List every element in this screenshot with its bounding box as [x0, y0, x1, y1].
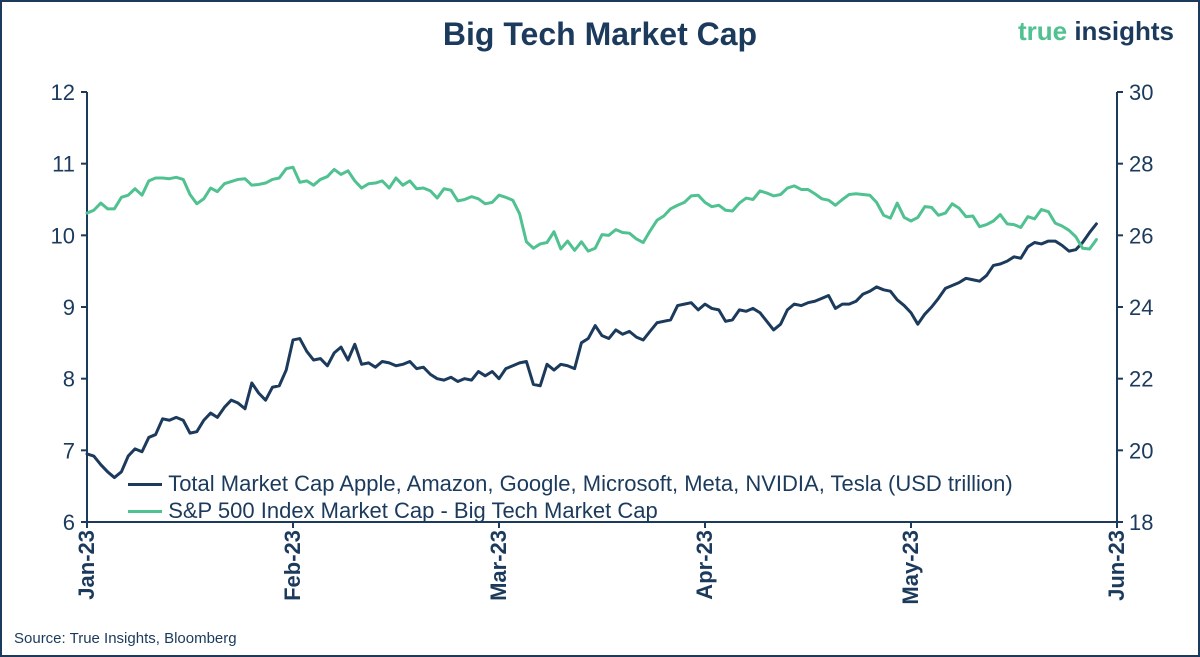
legend-swatch: [128, 510, 162, 513]
y-left-tick-label: 7: [63, 438, 75, 463]
y-right-tick-label: 22: [1129, 367, 1153, 392]
y-right-tick-label: 18: [1129, 510, 1153, 535]
y-left-tick-label: 8: [63, 367, 75, 392]
legend-row: S&P 500 Index Market Cap - Big Tech Mark…: [128, 498, 1012, 524]
y-right-tick-label: 24: [1129, 295, 1153, 320]
x-tick-label: Apr-23: [692, 530, 718, 600]
brand-logo: true insights: [1018, 16, 1174, 47]
x-tick-label: Mar-23: [486, 530, 512, 601]
brand-word-2: insights: [1067, 16, 1174, 46]
y-left-tick-label: 9: [63, 295, 75, 320]
series-line: [87, 224, 1096, 478]
x-tick-label: Jun-23: [1104, 530, 1130, 601]
chart-svg: 678910111218202224262830: [87, 92, 1117, 522]
y-right-tick-label: 26: [1129, 223, 1153, 248]
y-left-tick-label: 10: [51, 223, 75, 248]
x-tick-label: May-23: [898, 530, 924, 605]
plot-area: 678910111218202224262830 Total Market Ca…: [87, 92, 1117, 522]
legend-label: Total Market Cap Apple, Amazon, Google, …: [168, 471, 1012, 497]
y-left-tick-label: 11: [52, 152, 75, 177]
legend: Total Market Cap Apple, Amazon, Google, …: [128, 470, 1012, 525]
chart-frame: true insights Big Tech Market Cap 678910…: [0, 0, 1200, 657]
legend-row: Total Market Cap Apple, Amazon, Google, …: [128, 471, 1012, 497]
y-right-tick-label: 30: [1129, 80, 1153, 105]
series-line: [87, 167, 1096, 251]
legend-swatch: [128, 483, 162, 486]
x-tick-label: Feb-23: [280, 530, 306, 601]
x-tick-label: Jan-23: [74, 530, 100, 600]
brand-word-1: true: [1018, 16, 1067, 46]
y-right-tick-label: 20: [1129, 438, 1153, 463]
legend-label: S&P 500 Index Market Cap - Big Tech Mark…: [168, 498, 658, 524]
source-text: Source: True Insights, Bloomberg: [14, 630, 237, 647]
y-left-tick-label: 12: [51, 80, 75, 105]
y-right-tick-label: 28: [1129, 152, 1153, 177]
